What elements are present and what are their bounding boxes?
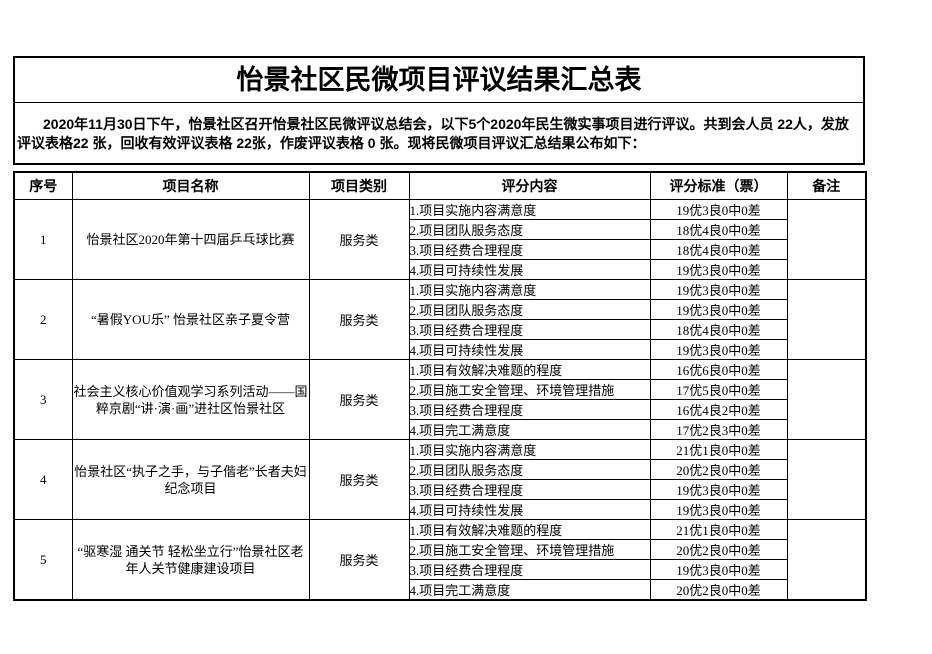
cell-score-content: 3.项目经费合理程度 <box>408 319 651 340</box>
intro-paragraph: 2020年11月30日下午，怡景社区召开怡景社区民微评议总结会，以下5个2020… <box>17 116 849 151</box>
cell-serial-number: 2 <box>13 279 73 360</box>
page-title: 怡景社区民微项目评议结果汇总表 <box>15 58 863 103</box>
cell-project-name: 怡景社区“执子之手，与子偕老”长者夫妇纪念项目 <box>71 439 310 520</box>
cell-score-standard: 20优2良0中0差 <box>649 459 788 480</box>
cell-score-standard: 19优3良0中0差 <box>649 259 788 280</box>
cell-score-content: 2.项目团队服务态度 <box>408 219 651 240</box>
col-header-remark: 备注 <box>786 171 867 200</box>
cell-score-standard: 20优2良0中0差 <box>649 579 788 601</box>
table-row: 4.项目完工满意度 17优2良3中0差 <box>14 419 866 440</box>
cell-score-standard: 18优4良0中0差 <box>649 219 788 240</box>
table-row: 2.项目施工安全管理、环境管理措施 20优2良0中0差 <box>14 539 866 560</box>
table-row: 2.项目团队服务态度 20优2良0中0差 <box>14 459 866 480</box>
cell-serial-number: 1 <box>13 199 73 280</box>
table-row: 4.项目完工满意度 20优2良0中0差 <box>14 579 866 601</box>
document-page: 怡景社区民微项目评议结果汇总表 2020年11月30日下午，怡景社区召开怡景社区… <box>13 56 867 601</box>
cell-score-standard: 19优3良0中0差 <box>649 279 788 300</box>
header-box: 怡景社区民微项目评议结果汇总表 2020年11月30日下午，怡景社区召开怡景社区… <box>13 56 865 165</box>
cell-score-content: 1.项目实施内容满意度 <box>408 279 651 300</box>
col-header-no: 序号 <box>13 171 73 200</box>
table-row: 4.项目可持续性发展 19优3良0中0差 <box>14 259 866 280</box>
table-row: 3 社会主义核心价值观学习系列活动——国粹京剧“讲·演·画”进社区怡景社区 服务类 1… <box>13 359 867 440</box>
cell-project-name: “暑假YOU乐” 怡景社区亲子夏令营 <box>71 279 310 360</box>
col-header-score-content: 评分内容 <box>408 171 651 200</box>
cell-score-standard: 17优5良0中0差 <box>649 379 788 400</box>
cell-score-standard: 19优3良0中0差 <box>649 559 788 580</box>
cell-score-standard: 19优3良0中0差 <box>649 339 788 360</box>
cell-project-category: 服务类 <box>308 359 410 440</box>
cell-remark <box>786 279 867 360</box>
cell-score-standard: 17优2良3中0差 <box>649 419 788 440</box>
cell-project-name: 社会主义核心价值观学习系列活动——国粹京剧“讲·演·画”进社区怡景社区 <box>71 359 310 440</box>
cell-project-category: 服务类 <box>308 519 410 601</box>
cell-score-standard: 16优4良2中0差 <box>649 399 788 420</box>
table-header-row: 序号 项目名称 项目类别 评分内容 评分标准（票） 备注 <box>13 171 867 200</box>
cell-score-standard: 21优1良0中0差 <box>649 519 788 540</box>
cell-score-content: 2.项目团队服务态度 <box>408 459 651 480</box>
table-row: 3.项目经费合理程度 18优4良0中0差 <box>14 319 866 340</box>
cell-score-content: 4.项目完工满意度 <box>408 579 651 601</box>
table-row: 3.项目经费合理程度 19优3良0中0差 <box>14 559 866 580</box>
cell-score-content: 2.项目团队服务态度 <box>408 299 651 320</box>
cell-score-standard: 19优3良0中0差 <box>649 479 788 500</box>
cell-score-content: 1.项目实施内容满意度 <box>408 199 651 220</box>
cell-score-content: 3.项目经费合理程度 <box>408 399 651 420</box>
cell-score-content: 4.项目可持续性发展 <box>408 339 651 360</box>
col-header-project-name: 项目名称 <box>71 171 310 200</box>
cell-score-content: 4.项目可持续性发展 <box>408 499 651 520</box>
cell-remark <box>786 199 867 280</box>
cell-project-category: 服务类 <box>308 279 410 360</box>
cell-remark <box>786 439 867 520</box>
cell-score-content: 3.项目经费合理程度 <box>408 239 651 260</box>
cell-serial-number: 5 <box>13 519 73 601</box>
cell-project-category: 服务类 <box>308 199 410 280</box>
col-header-score-standard: 评分标准（票） <box>649 171 788 200</box>
cell-score-content: 4.项目可持续性发展 <box>408 259 651 280</box>
table-row: 4.项目可持续性发展 19优3良0中0差 <box>14 499 866 520</box>
cell-score-content: 2.项目施工安全管理、环境管理措施 <box>408 539 651 560</box>
cell-score-content: 1.项目实施内容满意度 <box>408 439 651 460</box>
cell-score-standard: 18优4良0中0差 <box>649 319 788 340</box>
table-row: 3.项目经费合理程度 16优4良2中0差 <box>14 399 866 420</box>
table-row: 1 怡景社区2020年第十四届乒乓球比赛 服务类 1.项目实施内容满意度 19优3良0中… <box>13 199 867 280</box>
cell-score-content: 1.项目有效解决难题的程度 <box>408 359 651 380</box>
cell-score-content: 2.项目施工安全管理、环境管理措施 <box>408 379 651 400</box>
cell-remark <box>786 359 867 440</box>
cell-score-standard: 21优1良0中0差 <box>649 439 788 460</box>
cell-project-category: 服务类 <box>308 439 410 520</box>
cell-serial-number: 3 <box>13 359 73 440</box>
table-row: 5 “驱寒湿 通关节 轻松坐立行”怡景社区老年人关节健康建设项目 服务类 1.项目有效… <box>13 519 867 601</box>
cell-score-standard: 19优3良0中0差 <box>649 199 788 220</box>
table-row: 2 “暑假YOU乐” 怡景社区亲子夏令营 服务类 1.项目实施内容满意度 19优3良0中… <box>13 279 867 360</box>
cell-score-content: 1.项目有效解决难题的程度 <box>408 519 651 540</box>
cell-score-content: 3.项目经费合理程度 <box>408 559 651 580</box>
cell-score-standard: 18优4良0中0差 <box>649 239 788 260</box>
cell-score-standard: 19优3良0中0差 <box>649 299 788 320</box>
cell-score-content: 4.项目完工满意度 <box>408 419 651 440</box>
cell-serial-number: 4 <box>13 439 73 520</box>
cell-project-name: 怡景社区2020年第十四届乒乓球比赛 <box>71 199 310 280</box>
cell-score-standard: 16优6良0中0差 <box>649 359 788 380</box>
table-row: 4 怡景社区“执子之手，与子偕老”长者夫妇纪念项目 服务类 1.项目实施内容满意度 21… <box>13 439 867 520</box>
table-row: 3.项目经费合理程度 19优3良0中0差 <box>14 479 866 500</box>
evaluation-summary-table: 序号 项目名称 项目类别 评分内容 评分标准（票） 备注 1 怡景社区2020年第十四届乒乓… <box>13 171 867 601</box>
cell-project-name: “驱寒湿 通关节 轻松坐立行”怡景社区老年人关节健康建设项目 <box>71 519 310 601</box>
cell-score-content: 3.项目经费合理程度 <box>408 479 651 500</box>
cell-remark <box>786 519 867 601</box>
cell-score-standard: 19优3良0中0差 <box>649 499 788 520</box>
col-header-category: 项目类别 <box>308 171 410 200</box>
table-row: 2.项目施工安全管理、环境管理措施 17优5良0中0差 <box>14 379 866 400</box>
cell-score-standard: 20优2良0中0差 <box>649 539 788 560</box>
